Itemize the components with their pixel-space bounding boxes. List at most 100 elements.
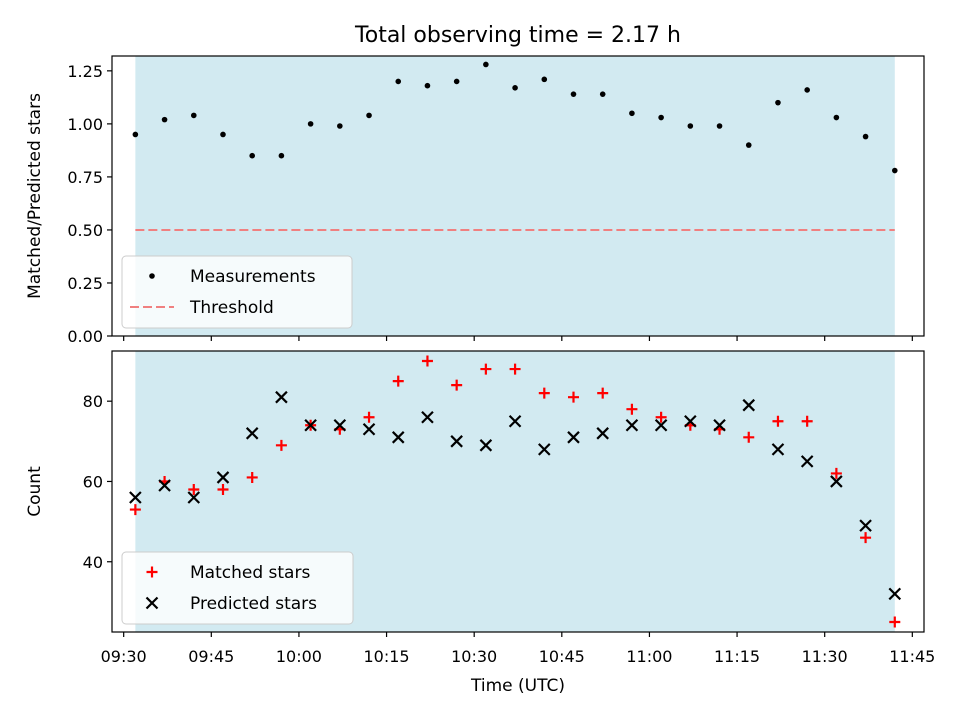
y-tick-label: 0.25 (67, 274, 103, 293)
predicted-star-point (187, 491, 201, 504)
measurement-point (395, 78, 402, 85)
matched-star-point (860, 532, 872, 544)
predicted-star-point (771, 443, 785, 456)
legend-box (121, 551, 354, 625)
legend-marker (145, 596, 159, 610)
measurement-point (424, 82, 431, 89)
legend-label: Threshold (189, 298, 274, 318)
matched-star-point (129, 504, 141, 516)
matched-star-point (363, 411, 375, 423)
measurement-point (190, 112, 197, 119)
measurement-point (161, 116, 168, 123)
legend-label: Predicted stars (190, 594, 317, 614)
legend-label: Matched stars (190, 563, 310, 583)
x-tick-label: 09:30 (101, 647, 147, 666)
matched-star-point (538, 387, 550, 399)
x-tick-label: 10:30 (451, 647, 497, 666)
measurement-point (862, 133, 869, 140)
predicted-star-point (538, 443, 551, 456)
x-tick-label: 10:15 (364, 647, 410, 666)
y-tick-label: 0.00 (67, 327, 103, 346)
predicted-star-point (421, 410, 434, 424)
measurement-point (337, 123, 343, 129)
x-tick-label: 11:45 (889, 647, 935, 666)
x-tick-label: 10:00 (276, 647, 322, 666)
measurement-point (278, 152, 285, 159)
predicted-star-point (859, 519, 872, 532)
predicted-star-point (830, 475, 843, 488)
chart-title: Total observing time = 2.17 h (354, 23, 681, 48)
predicted-star-point (888, 587, 902, 601)
legend-marker (146, 566, 158, 578)
predicted-star-point (713, 418, 726, 432)
x-tick-label: 11:00 (626, 647, 672, 666)
matched-star-point (830, 467, 842, 479)
y-tick-label: 1.25 (67, 62, 103, 81)
matched-star-point (567, 391, 579, 403)
y-axis-label: Matched/Predicted stars (25, 93, 45, 299)
measurement-point (483, 61, 489, 68)
matched-star-point (626, 403, 638, 415)
legend-box (121, 255, 353, 329)
measurement-point (220, 131, 226, 138)
predicted-star-point (304, 418, 317, 432)
y-tick-label: 0.75 (67, 168, 103, 187)
measurement-point (629, 110, 635, 117)
y-tick-label: 80 (83, 392, 103, 411)
x-tick-label: 11:15 (714, 647, 760, 666)
y-tick-label: 40 (83, 553, 103, 572)
matched-star-point (480, 363, 492, 375)
measurement-point (307, 121, 314, 127)
measurement-point (570, 91, 577, 97)
matched-star-point (655, 411, 667, 423)
measurement-point (687, 123, 694, 129)
matched-star-point (801, 415, 813, 427)
measurement-point (716, 123, 723, 129)
predicted-star-point (245, 427, 259, 440)
predicted-star-point (742, 398, 756, 412)
x-tick-label: 09:45 (188, 647, 234, 666)
predicted-star-point (450, 435, 463, 448)
matched-star-point (743, 431, 755, 443)
predicted-star-point (625, 418, 639, 432)
predicted-star-point (654, 418, 668, 432)
measurement-point (891, 167, 898, 174)
x-tick-label: 10:45 (539, 647, 585, 666)
matched-star-point (188, 483, 200, 495)
measurement-point (775, 99, 781, 106)
measurement-point (599, 91, 606, 97)
bottom-panel-counts: 40 60 80 09:30 09:45 10:00 10:15 10:30 10:45 11:0… (25, 350, 935, 666)
matched-star-point (246, 471, 258, 483)
matched-star-point (392, 375, 404, 387)
matched-star-point (275, 439, 287, 451)
predicted-star-point (508, 414, 522, 428)
matched-star-point (451, 379, 463, 391)
legend-label: Measurements (190, 267, 316, 287)
measurement-point (833, 114, 840, 121)
matched-star-point (509, 363, 521, 375)
measurement-point (366, 112, 372, 119)
measurement-point (453, 78, 460, 85)
matched-star-point (889, 616, 901, 628)
predicted-star-point (596, 427, 609, 440)
matched-star-point (421, 355, 433, 367)
matched-star-point (597, 387, 609, 399)
x-axis-label: Time (UTC) (470, 676, 565, 696)
measurement-point (132, 131, 139, 138)
measurement-point (745, 142, 752, 148)
predicted-star-point (216, 471, 230, 484)
axes-frame (111, 55, 925, 337)
measurement-point (658, 114, 664, 121)
measurement-point (249, 152, 256, 159)
predicted-star-point (362, 423, 376, 436)
y-tick-label: 0.50 (67, 221, 103, 240)
predicted-star-point (684, 414, 697, 428)
predicted-star-point (800, 455, 814, 468)
y-axis-label: Count (25, 466, 45, 517)
legend-marker (149, 273, 155, 279)
matched-star-point (217, 483, 229, 495)
measurement-point (512, 85, 518, 91)
y-tick-label: 1.00 (67, 115, 103, 134)
predicted-star-point (391, 431, 405, 444)
